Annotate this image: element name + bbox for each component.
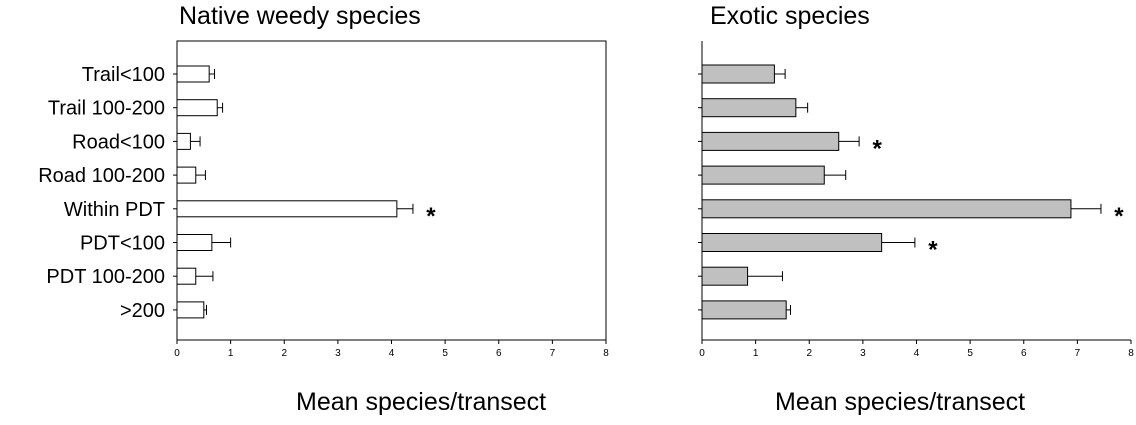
x-tick-label: 5 <box>442 348 448 359</box>
bar <box>176 166 197 184</box>
x-tick-label: 4 <box>914 348 920 359</box>
significance-marker: * <box>426 203 436 230</box>
x-tick-label: 7 <box>1075 348 1081 359</box>
x-tick-label: 6 <box>1021 348 1027 359</box>
x-tick-label: 0 <box>699 348 705 359</box>
bar <box>701 233 883 252</box>
significance-marker: * <box>872 135 882 162</box>
exotic-chart: 0 1 2 3 4 5 6 7 8 * * * <box>698 41 1134 359</box>
bar <box>701 199 1072 219</box>
bar <box>176 99 218 117</box>
x-tick-label: 1 <box>753 348 759 359</box>
x-tick-label: 3 <box>860 348 866 359</box>
bar <box>701 165 825 185</box>
x-axis-label: Mean species/transect <box>296 388 547 416</box>
exotic-panel: 0 1 2 3 4 5 6 7 8 * * * Exotic species Mean species… <box>620 0 1136 425</box>
category-label: PDT<100 <box>80 233 165 255</box>
bar <box>701 266 749 286</box>
plot-frame <box>176 40 607 341</box>
category-label: Road 100-200 <box>38 165 165 187</box>
bar <box>701 131 840 151</box>
x-tick-label: 2 <box>806 348 812 359</box>
x-axis-label: Mean species/transect <box>775 388 1026 416</box>
bar <box>176 200 398 218</box>
x-tick-label: 7 <box>550 348 556 359</box>
bar <box>176 301 205 319</box>
category-label: Trail 100-200 <box>48 98 165 120</box>
significance-marker: * <box>1114 203 1124 230</box>
bar <box>701 98 797 118</box>
x-tick-label: 2 <box>281 348 287 359</box>
x-tick-label: 5 <box>967 348 973 359</box>
bar <box>176 132 191 150</box>
bar <box>176 267 197 285</box>
x-tick-label: 0 <box>174 348 180 359</box>
category-label: >200 <box>120 300 165 322</box>
bar <box>176 234 213 251</box>
x-tick-label: 6 <box>496 348 502 359</box>
native-weedy-chart: 0 1 2 3 4 5 6 7 8 Trail<100 Trail 100-200 Road<100 R… <box>38 40 609 359</box>
category-label: PDT 100-200 <box>46 266 165 288</box>
chart-title: Native weedy species <box>179 2 421 30</box>
bar <box>701 300 787 320</box>
category-label: Trail<100 <box>82 64 165 86</box>
x-tick-label: 1 <box>228 348 234 359</box>
significance-marker: * <box>928 237 938 264</box>
category-label: Within PDT <box>64 199 165 221</box>
chart-title: Exotic species <box>710 2 870 30</box>
x-tick-label: 8 <box>1128 348 1134 359</box>
bar <box>701 64 775 84</box>
bar <box>176 65 210 83</box>
category-label: Road<100 <box>72 131 165 153</box>
x-tick-label: 8 <box>603 348 609 359</box>
x-tick-label: 3 <box>335 348 341 359</box>
x-tick-label: 4 <box>389 348 395 359</box>
native-weedy-panel: 0 1 2 3 4 5 6 7 8 Trail<100 Trail 100-200 Road<100 R… <box>38 2 609 416</box>
